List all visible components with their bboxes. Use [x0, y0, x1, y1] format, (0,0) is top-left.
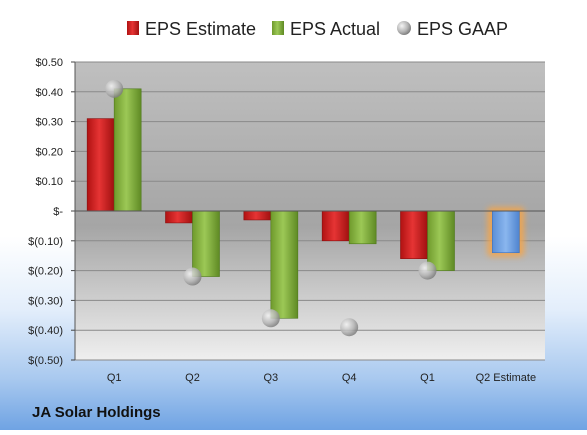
x-tick-label: Q4 [342, 372, 357, 384]
bar-eps-actual [192, 210, 220, 277]
gaap-point [340, 318, 359, 337]
legend-item-eps-estimate[interactable]: EPS Estimate [127, 19, 256, 39]
bar-eps-estimate [321, 210, 350, 242]
y-tick-label: $0.20 [35, 146, 63, 158]
x-axis: Q1 Q2 Q3 Q4 Q1 Q2 Estimate [107, 372, 536, 384]
bar-eps-estimate [86, 118, 115, 212]
x-tick-label: Q1 [107, 372, 122, 384]
legend-label-estimate: EPS Estimate [145, 19, 256, 39]
legend-item-eps-gaap[interactable]: EPS GAAP [397, 19, 508, 39]
y-tick-label: $(0.50) [28, 355, 63, 367]
y-axis: $0.50 $0.40 $0.30 $0.20 $0.10 $- $(0.10) $(0.20… [28, 57, 76, 367]
legend-label-gaap: EPS GAAP [417, 19, 508, 39]
grid-lines [75, 61, 545, 361]
y-tick-label: $(0.40) [28, 325, 63, 337]
y-tick-label: $0.40 [35, 87, 63, 99]
y-tick-label: $(0.20) [28, 266, 63, 278]
bar-eps-actual [348, 210, 377, 245]
gaap-point [183, 267, 202, 286]
y-tick-label: $(0.10) [28, 236, 63, 248]
bar-eps-actual [113, 88, 142, 212]
y-tick-label: $(0.30) [28, 295, 63, 307]
bar-eps-estimate [400, 210, 428, 259]
bar-eps-estimate [243, 210, 272, 221]
legend-swatch-estimate [127, 21, 139, 35]
x-tick-label: Q2 Estimate [476, 372, 537, 384]
bars [75, 88, 545, 319]
gaap-points [105, 79, 437, 337]
bar-eps-actual [270, 210, 299, 319]
gaap-point [418, 261, 437, 280]
legend-swatch-actual [272, 21, 284, 35]
legend-label-actual: EPS Actual [290, 19, 380, 39]
y-tick-label: $0.30 [35, 117, 63, 129]
gaap-point [105, 79, 124, 98]
x-tick-label: Q3 [263, 372, 278, 384]
bar-eps-estimate [165, 210, 193, 224]
x-tick-label: Q2 [185, 372, 200, 384]
company-name: JA Solar Holdings [32, 404, 161, 421]
legend: EPS Estimate EPS Actual EPS GAAP [127, 19, 508, 39]
y-tick-label: $0.50 [35, 57, 63, 69]
bar-eps-actual [427, 210, 455, 271]
y-tick-label: $- [53, 206, 63, 218]
legend-swatch-gaap [397, 21, 411, 35]
bar-forecast-estimate [492, 210, 520, 254]
gaap-point [261, 309, 280, 328]
x-tick-label: Q1 [420, 372, 435, 384]
y-tick-label: $0.10 [35, 176, 63, 188]
legend-item-eps-actual[interactable]: EPS Actual [272, 19, 380, 39]
